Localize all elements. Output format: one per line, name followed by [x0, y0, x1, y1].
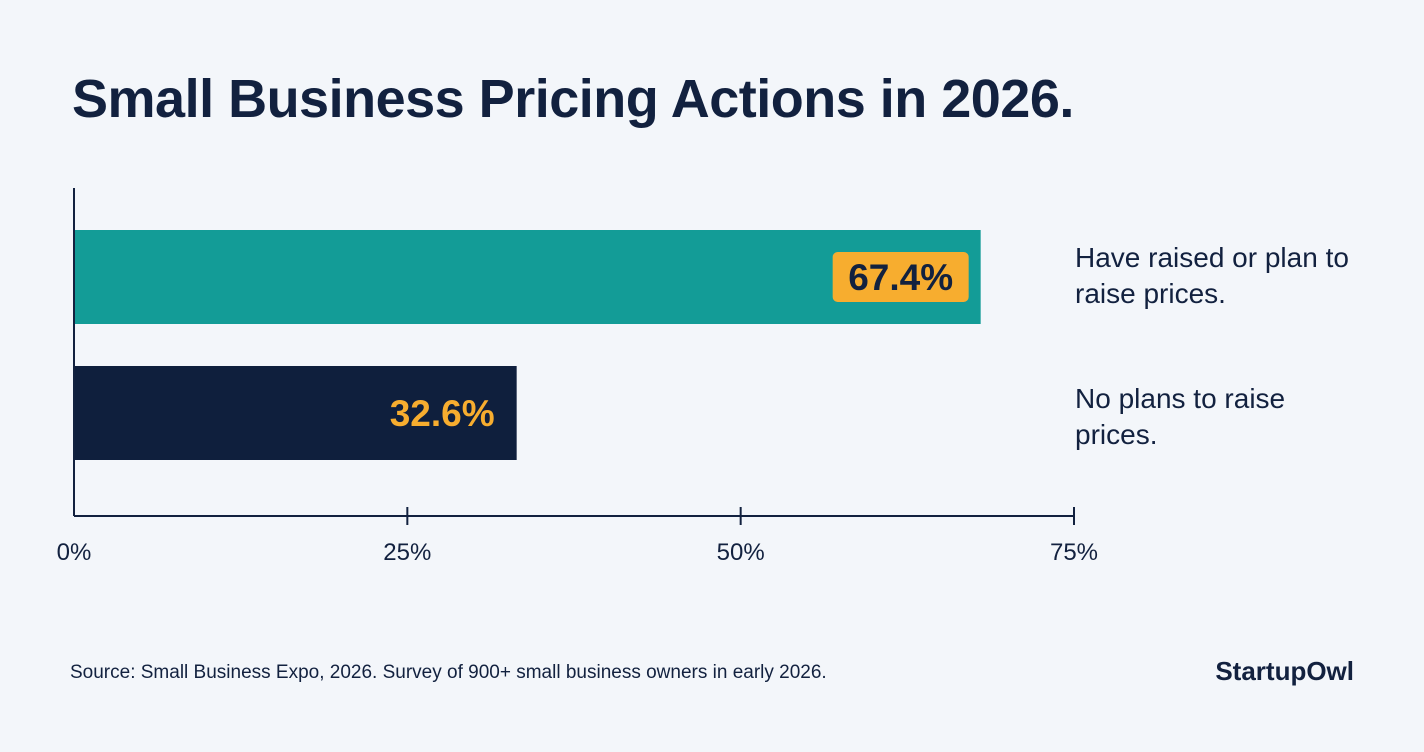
- bar: [74, 366, 517, 460]
- category-label: No plans to raise prices.: [1075, 383, 1286, 450]
- chart-title: Small Business Pricing Actions in 2026.: [72, 69, 1074, 129]
- data-label: 67.4%: [848, 257, 953, 298]
- bar: [74, 230, 981, 324]
- data-label-badge: [832, 252, 969, 302]
- data-label: 32.6%: [390, 393, 495, 434]
- category-label: Have raised or plan to raise prices.: [1075, 242, 1349, 309]
- x-tick-label: 0%: [57, 539, 92, 566]
- x-tick-label: 75%: [1050, 539, 1098, 566]
- x-tick-label: 50%: [717, 539, 765, 566]
- brand-logo: StartupOwl: [1215, 656, 1354, 686]
- x-tick-label: 25%: [383, 539, 431, 566]
- source-note: Source: Small Business Expo, 2026. Surve…: [70, 662, 827, 683]
